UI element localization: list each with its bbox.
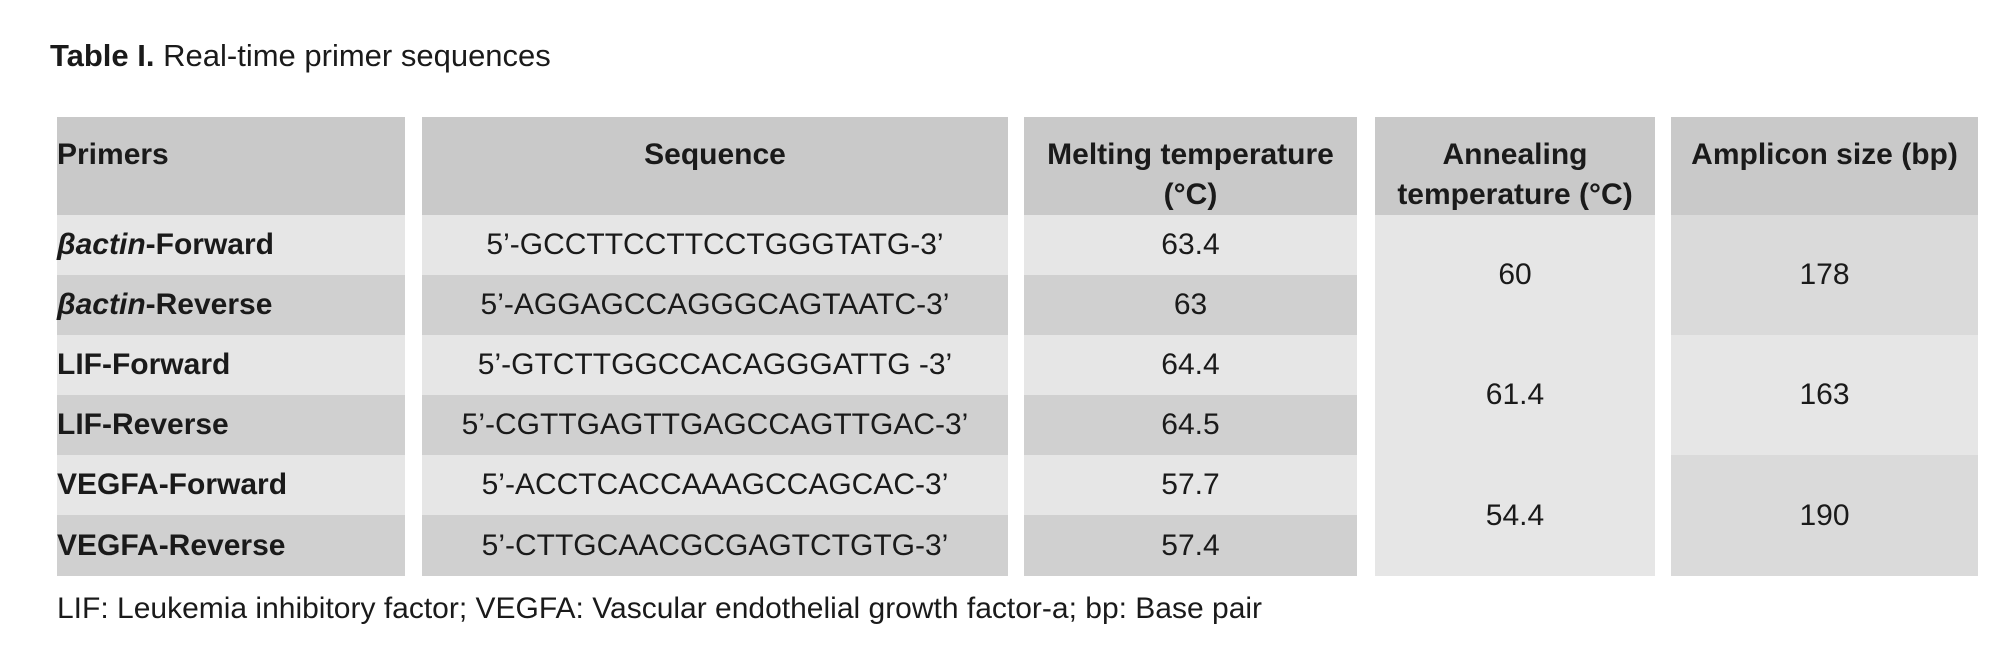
amplicon-cell: 190 xyxy=(1671,455,1978,576)
primer-cell: βactin -Forward xyxy=(57,215,405,275)
primer-suffix: -Reverse xyxy=(145,288,273,321)
table-title: Real-time primer sequences xyxy=(163,38,551,73)
sequence-cell: 5’-AGGAGCCAGGGCAGTAATC-3’ xyxy=(422,275,1008,335)
column-amplicon: Amplicon size (bp) 178 163 190 xyxy=(1671,117,1978,576)
primer-name: LIF-Reverse xyxy=(57,408,229,441)
table-label: Table I. xyxy=(50,38,155,73)
sequence-cell: 5’-ACCTCACCAAAGCCAGCAC-3’ xyxy=(422,455,1008,515)
column-sequence: Sequence 5’-GCCTTCCTTCCTGGGTATG-3’ 5’-AG… xyxy=(422,117,1008,576)
header-sequence: Sequence xyxy=(422,117,1008,215)
melting-cell: 57.7 xyxy=(1024,455,1357,515)
header-primers: Primers xyxy=(57,117,405,215)
sequence-cell: 5’-CTTGCAACGCGAGTCTGTG-3’ xyxy=(422,515,1008,576)
melting-cell: 64.4 xyxy=(1024,335,1357,395)
table-caption: Table I. Real-time primer sequences xyxy=(50,38,551,74)
sequence-cell: 5’-GCCTTCCTTCCTGGGTATG-3’ xyxy=(422,215,1008,275)
header-melting: Melting temperature (°C) xyxy=(1024,117,1357,215)
sequence-cell: 5’-CGTTGAGTTGAGCCAGTTGAC-3’ xyxy=(422,395,1008,455)
primer-cell: LIF-Forward xyxy=(57,335,405,395)
melting-cell: 63 xyxy=(1024,275,1357,335)
primer-cell: VEGFA-Forward xyxy=(57,455,405,515)
melting-cell: 57.4 xyxy=(1024,515,1357,576)
primer-cell: βactin -Reverse xyxy=(57,275,405,335)
table-footnote: LIF: Leukemia inhibitory factor; VEGFA: … xyxy=(57,592,1263,625)
melting-cell: 64.5 xyxy=(1024,395,1357,455)
melting-cell: 63.4 xyxy=(1024,215,1357,275)
primer-table: Primers βactin -Forward βactin -Reverse LI… xyxy=(57,117,1978,576)
amplicon-cell: 178 xyxy=(1671,215,1978,335)
annealing-cell: 61.4 xyxy=(1375,335,1655,455)
primer-name: VEGFA-Forward xyxy=(57,468,288,501)
column-primers: Primers βactin -Forward βactin -Reverse LI… xyxy=(57,117,405,576)
header-amplicon: Amplicon size (bp) xyxy=(1671,117,1978,215)
annealing-cell: 60 xyxy=(1375,215,1655,335)
column-melting: Melting temperature (°C) 63.4 63 64.4 64… xyxy=(1024,117,1357,576)
primer-suffix: -Forward xyxy=(145,228,274,261)
annealing-cell: 54.4 xyxy=(1375,455,1655,576)
primer-name: LIF-Forward xyxy=(57,348,231,381)
column-annealing: Annealing temperature (°C) 60 61.4 54.4 xyxy=(1375,117,1655,576)
amplicon-cell: 163 xyxy=(1671,335,1978,455)
primer-gene: βactin xyxy=(57,288,146,321)
primer-cell: LIF-Reverse xyxy=(57,395,405,455)
header-annealing: Annealing temperature (°C) xyxy=(1375,117,1655,215)
primer-name: VEGFA-Reverse xyxy=(57,528,286,562)
sequence-cell: 5’-GTCTTGGCCACAGGGATTG -3’ xyxy=(422,335,1008,395)
primer-cell: VEGFA-Reverse xyxy=(57,515,405,576)
primer-gene: βactin xyxy=(57,228,146,261)
